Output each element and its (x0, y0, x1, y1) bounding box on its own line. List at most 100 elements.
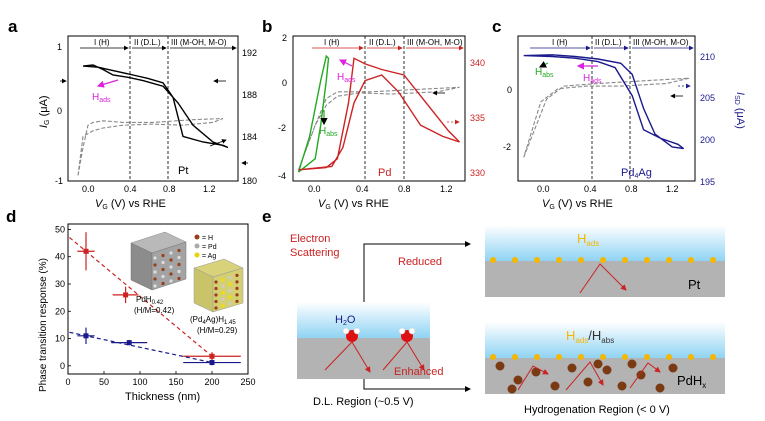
atom-dot (161, 281, 165, 286)
h-atom (644, 257, 650, 263)
scattering-label: Scattering (290, 247, 340, 259)
h-atom (644, 354, 650, 360)
hydrogenation-region-label: Hydrogenation Region (< 0 V) (524, 404, 670, 416)
atom-dot (235, 273, 239, 277)
absorbed-h-atom (593, 359, 603, 369)
absorbed-h-atom (507, 384, 517, 394)
x-tick-label: 0.4 (124, 184, 137, 194)
hads-label: Hads (583, 73, 602, 85)
panel-letter: a (8, 17, 18, 36)
atom-dot (161, 260, 165, 265)
y2-tick-label: 192 (242, 48, 257, 58)
data-point (83, 333, 89, 339)
adsorbed-h-row (490, 354, 716, 360)
x-tick-label: 150 (168, 377, 183, 387)
y-tick-label: 0 (282, 78, 287, 88)
series-line-0 (523, 77, 690, 158)
pdh-crystal-image (130, 231, 187, 291)
h-atom (600, 257, 606, 263)
y-tick-label: 0 (57, 106, 62, 116)
pdhx-label: PdHx (677, 373, 706, 390)
trend-line (69, 331, 213, 364)
x-tick-label: 1.2 (440, 184, 453, 194)
atom-dot (221, 284, 225, 288)
y-tick-label: 0 (60, 361, 65, 371)
water-molecule (342, 327, 361, 342)
absorbed-h-atom (655, 383, 665, 393)
x-tick-label: 1.2 (203, 184, 216, 194)
h-atom (622, 354, 628, 360)
panel-b: b I (H) II (D.L.) III (M-OH, M-O) Pd Had… (262, 17, 485, 211)
h-atom (688, 354, 694, 360)
legend-h-marker (194, 234, 200, 240)
atom-dot (228, 302, 232, 306)
absorbed-h-atom (567, 363, 577, 373)
atom-dot (228, 282, 232, 286)
atom-dot (161, 267, 165, 272)
series-line-1 (82, 64, 229, 149)
atom-dot (221, 304, 225, 308)
h-atom (490, 354, 496, 360)
absorbed-h-atom (495, 361, 505, 371)
y-tick-label: 0 (507, 85, 512, 95)
panel-letter: e (262, 207, 271, 226)
pdh-ratio: (H/M=0.42) (134, 306, 175, 315)
y-tick-label: 30 (55, 279, 65, 289)
atom-dot (177, 269, 181, 274)
y2-tick-label: 180 (242, 176, 257, 186)
panel-d: d = H = Pd = Ag PdH0.42 (H/M=0.42) (Pd4A… (6, 207, 256, 403)
region-label: II (D.L.) (369, 38, 396, 47)
pdh-label: PdH0.42 (136, 295, 164, 306)
electron-path (517, 361, 661, 391)
habs-label: Habs (535, 67, 554, 79)
atom-dot (235, 293, 239, 297)
absorbed-h-atom (668, 363, 678, 373)
atom-dot (153, 263, 157, 267)
x-tick-label: 0.0 (308, 184, 321, 194)
y-tick-label: 50 (55, 224, 65, 234)
x-tick-label: 200 (204, 377, 219, 387)
reduced-arrow (363, 241, 471, 302)
adsorbed-h-row (490, 257, 716, 263)
y-tick-label: 20 (55, 306, 65, 316)
absorbed-h-atom (602, 365, 612, 375)
pdagh-label: (Pd4Ag)H1.45 (190, 315, 236, 326)
y-tick-label: -4 (278, 171, 286, 181)
atom-dot (228, 289, 232, 293)
atom-dot (228, 276, 232, 280)
region-label: III (M-OH, M-O) (633, 38, 689, 47)
region-label: II (D.L.) (595, 38, 622, 47)
atom-dot (169, 272, 173, 276)
enhanced-label: Enhanced (394, 366, 444, 378)
x-tick-label: 0.8 (398, 184, 411, 194)
atom-dot (169, 265, 173, 269)
y-axis-label: Phase transition response (%) (38, 258, 49, 392)
h-atom (710, 354, 716, 360)
h-atom (666, 257, 672, 263)
electrolyte-layer (485, 225, 725, 261)
x-tick-label: 1.2 (666, 184, 679, 194)
pt-label: Pt (688, 277, 701, 292)
data-point (126, 340, 132, 346)
h-atom (534, 354, 540, 360)
y2-tick-label: 330 (470, 168, 485, 178)
y2-axis-label: ISD (μA) (733, 92, 746, 129)
series-line-0 (297, 86, 460, 170)
y-axis-label: IG (μA) (38, 95, 51, 128)
absorbed-h-cluster (495, 359, 678, 394)
panel-letter: d (6, 207, 16, 226)
atom-dot (161, 274, 165, 279)
y2-tick-label: 210 (700, 52, 715, 62)
panel-e: e Electron Scattering H2O D.L. Region (~… (262, 207, 725, 416)
panel-letter: c (492, 17, 501, 36)
y-tick-label: -2 (503, 142, 511, 152)
electron-path (579, 263, 627, 294)
absorbed-h-atom (550, 381, 560, 391)
metal-layer (297, 338, 430, 379)
x-tick-label: 0 (65, 377, 70, 387)
plot-frame (517, 35, 696, 182)
hads-label: Hads (92, 92, 111, 104)
absorbed-h-atom (513, 375, 523, 385)
x-tick-label: 0.8 (625, 184, 638, 194)
